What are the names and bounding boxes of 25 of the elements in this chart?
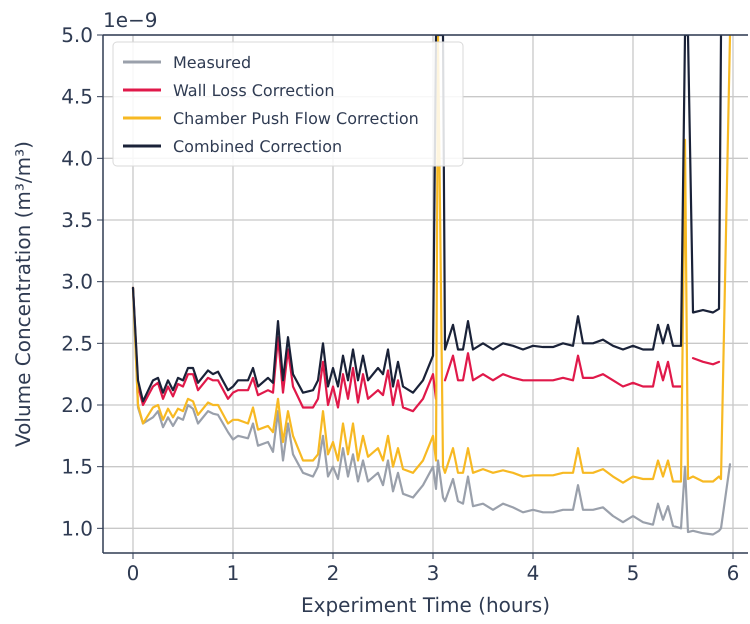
x-tick-label: 3 <box>426 561 440 585</box>
y-axis-title: Volume Concentration (m³/m³) <box>11 141 35 447</box>
x-axis-title: Experiment Time (hours) <box>300 593 550 617</box>
x-tick-label: 1 <box>226 561 240 585</box>
x-tick-label: 6 <box>726 561 740 585</box>
line-series <box>132 35 732 484</box>
y-tick-label: 3.0 <box>61 270 93 294</box>
y-tick-label: 5.0 <box>61 23 93 47</box>
y-tick-label: 1.0 <box>61 516 93 540</box>
x-tick-label: 0 <box>126 561 140 585</box>
legend-label: Chamber Push Flow Correction <box>173 109 419 128</box>
x-tick-label: 2 <box>326 561 340 585</box>
x-tick-label: 4 <box>526 561 540 585</box>
y-tick-label: 2.5 <box>61 331 93 356</box>
y-tick-label: 3.5 <box>61 208 93 232</box>
y-tick-label: 2.0 <box>61 393 93 417</box>
y-tick-label: 4.0 <box>61 146 93 170</box>
legend-label: Combined Correction <box>173 137 342 156</box>
legend-label: Wall Loss Correction <box>173 81 335 100</box>
x-tick-label: 5 <box>626 561 640 585</box>
text: 1e−9 <box>103 8 158 32</box>
legend-label: Measured <box>173 53 252 72</box>
y-tick-label: 4.5 <box>61 84 93 109</box>
line-series <box>132 35 722 402</box>
y-tick-label: 1.5 <box>61 454 93 479</box>
